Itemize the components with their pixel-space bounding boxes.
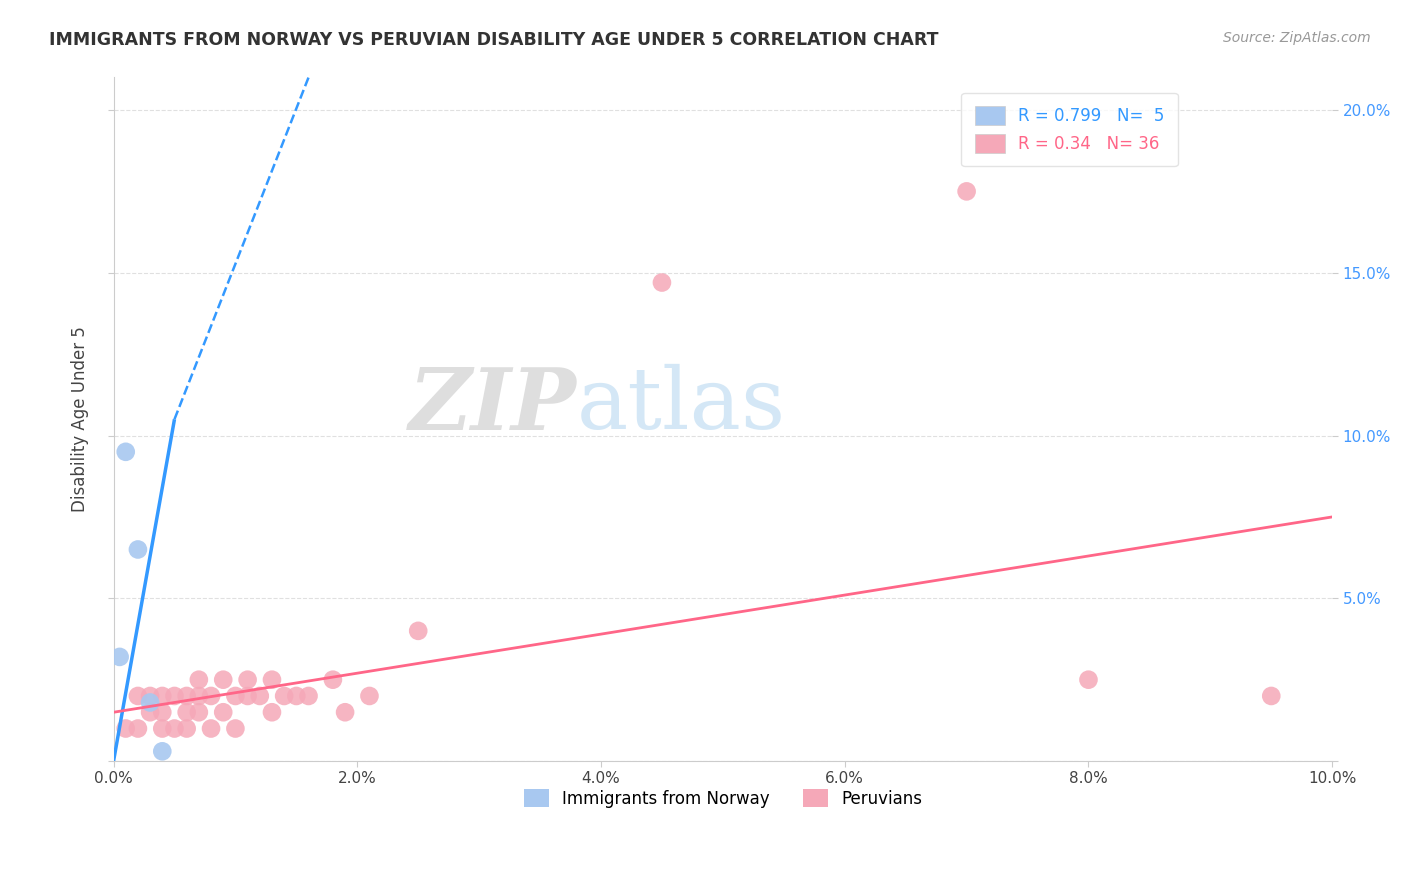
Point	[212, 673, 235, 687]
Legend: Immigrants from Norway, Peruvians: Immigrants from Norway, Peruvians	[517, 783, 929, 814]
Point	[127, 722, 149, 736]
Point	[108, 649, 131, 664]
Point	[150, 744, 173, 758]
Text: Source: ZipAtlas.com: Source: ZipAtlas.com	[1223, 31, 1371, 45]
Point	[139, 696, 162, 710]
Point	[127, 542, 149, 557]
Point	[224, 689, 246, 703]
Point	[114, 722, 136, 736]
Text: IMMIGRANTS FROM NORWAY VS PERUVIAN DISABILITY AGE UNDER 5 CORRELATION CHART: IMMIGRANTS FROM NORWAY VS PERUVIAN DISAB…	[49, 31, 939, 49]
Point	[285, 689, 308, 703]
Point	[187, 705, 209, 719]
Point	[236, 689, 259, 703]
Point	[651, 276, 673, 290]
Point	[163, 689, 186, 703]
Point	[249, 689, 271, 703]
Point	[406, 624, 429, 638]
Point	[127, 689, 149, 703]
Point	[176, 722, 198, 736]
Point	[1260, 689, 1282, 703]
Point	[150, 705, 173, 719]
Text: atlas: atlas	[576, 364, 786, 447]
Point	[163, 722, 186, 736]
Point	[212, 705, 235, 719]
Point	[187, 689, 209, 703]
Point	[236, 673, 259, 687]
Point	[150, 689, 173, 703]
Text: ZIP: ZIP	[409, 364, 576, 447]
Point	[260, 705, 283, 719]
Point	[176, 705, 198, 719]
Point	[333, 705, 356, 719]
Point	[139, 689, 162, 703]
Y-axis label: Disability Age Under 5: Disability Age Under 5	[72, 326, 89, 512]
Point	[273, 689, 295, 703]
Point	[260, 673, 283, 687]
Point	[224, 722, 246, 736]
Point	[139, 705, 162, 719]
Point	[322, 673, 344, 687]
Point	[187, 673, 209, 687]
Point	[359, 689, 381, 703]
Point	[150, 722, 173, 736]
Point	[1077, 673, 1099, 687]
Point	[200, 689, 222, 703]
Point	[114, 445, 136, 459]
Point	[200, 722, 222, 736]
Point	[297, 689, 319, 703]
Point	[955, 185, 977, 199]
Point	[176, 689, 198, 703]
